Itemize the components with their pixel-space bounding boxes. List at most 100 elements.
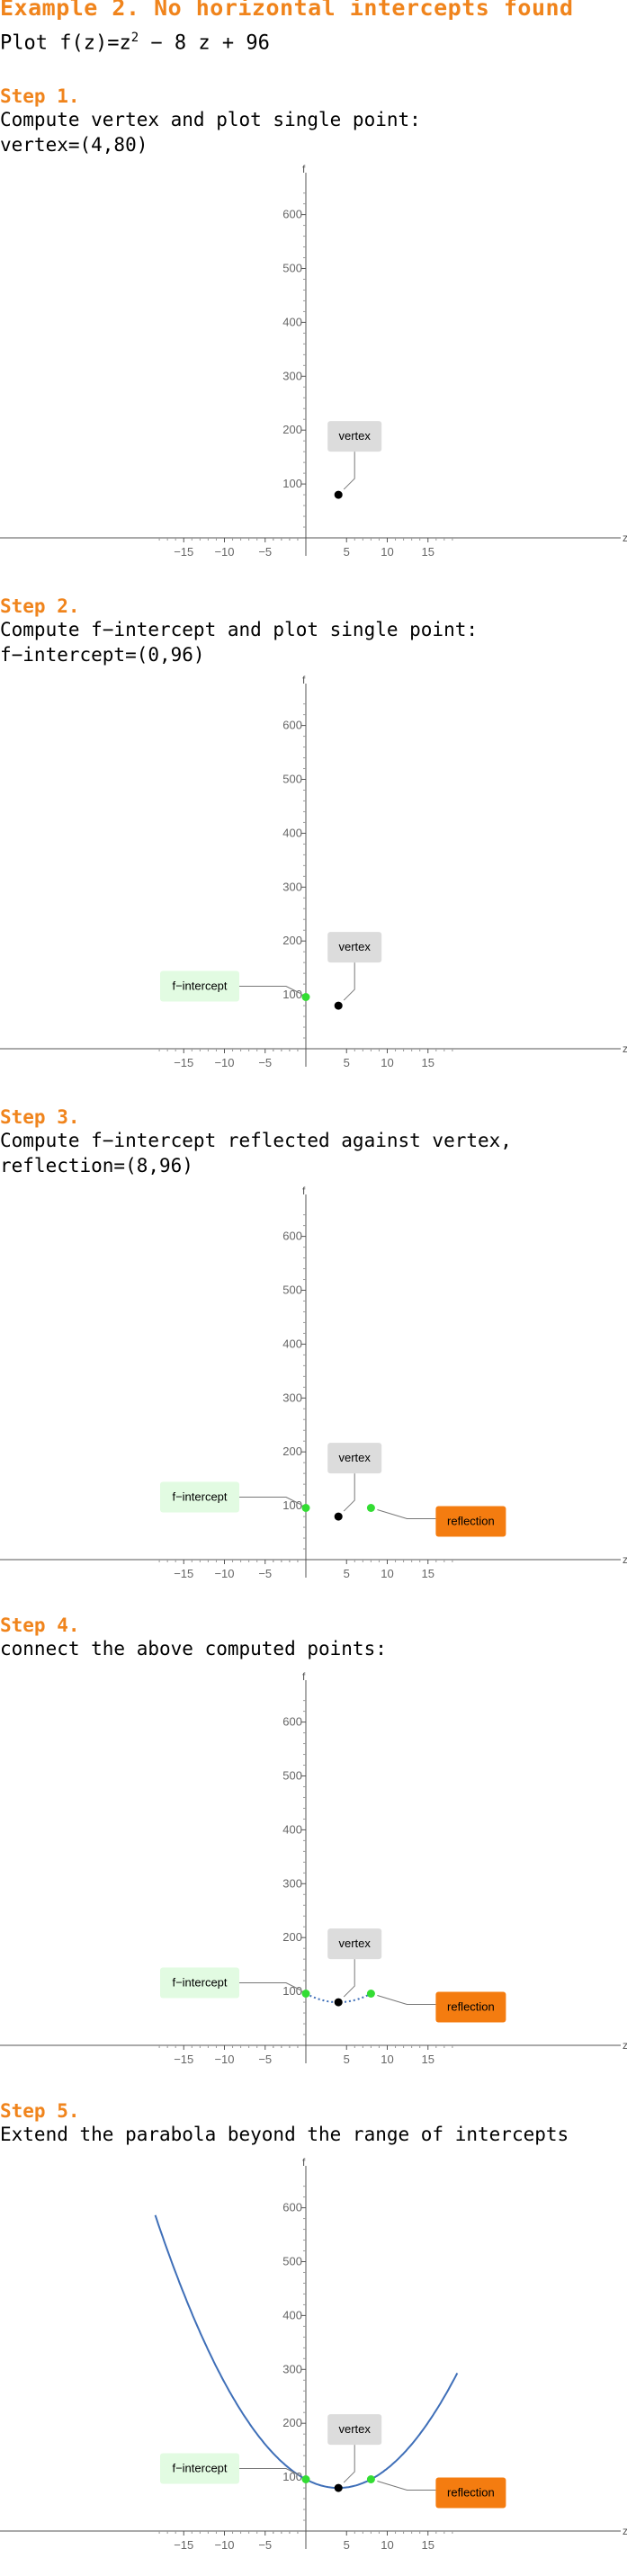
vertex-label: vertex — [338, 1451, 371, 1464]
step-1-heading: Step 1. — [0, 85, 80, 107]
reflection-callout-line — [377, 1995, 436, 2005]
y-tick-label: 600 — [282, 208, 302, 221]
y-tick-label: 500 — [282, 773, 302, 786]
x-tick-label: 10 — [381, 1567, 393, 1580]
y-tick-label: 400 — [282, 826, 302, 839]
step-1-line-1: Compute vertex and plot single point: — [0, 109, 421, 130]
y-tick-label: 100 — [282, 477, 302, 490]
y-tick-label: 300 — [282, 2362, 302, 2375]
vertex-callout-line — [343, 1959, 355, 1998]
x-tick-label: −5 — [258, 545, 272, 559]
reflection-point — [366, 1989, 375, 1998]
subtitle-arg: (z) — [71, 31, 108, 55]
vertex-callout-line — [343, 452, 355, 490]
x-axis-label: z — [623, 532, 627, 544]
y-axis-label: f — [302, 1670, 306, 1683]
y-tick-label: 600 — [282, 2201, 302, 2214]
intercept-point — [301, 992, 310, 1001]
y-tick-label: 600 — [282, 1230, 302, 1243]
vertex-callout-line — [343, 2445, 355, 2483]
x-axis-label: z — [623, 2039, 627, 2052]
y-tick-label: 100 — [282, 1984, 302, 1998]
vertex-point — [334, 1998, 343, 2007]
subtitle-rest: − 8 z + 96 — [139, 31, 270, 55]
x-tick-label: 15 — [422, 1567, 434, 1580]
x-tick-label: −15 — [174, 1567, 193, 1580]
x-tick-label: 10 — [381, 545, 393, 559]
intercept-callout-line — [239, 1496, 301, 1505]
step-2-line-1: Compute f−intercept and plot single poin… — [0, 619, 479, 640]
step-2-line-2: f−intercept=(0,96) — [0, 644, 205, 666]
page-title: Example 2. No horizontal intercepts foun… — [0, 0, 574, 21]
x-tick-label: 5 — [344, 2053, 350, 2066]
x-tick-label: 5 — [344, 2538, 350, 2552]
vertex-label: vertex — [338, 1936, 371, 1950]
vertex-point — [334, 1512, 343, 1521]
intercept-point — [301, 2474, 310, 2483]
y-axis-label: f — [302, 1185, 306, 1197]
step-5-plot: zf−15 −10 −5 5 10 15100200300400500600f−inter… — [0, 2156, 627, 2552]
reflection-point — [366, 2474, 375, 2483]
intercept-callout-line — [239, 2467, 301, 2476]
reflection-label: reflection — [447, 2485, 495, 2499]
y-tick-label: 300 — [282, 880, 302, 893]
x-tick-label: 15 — [422, 1056, 434, 1069]
subtitle-equals: =z — [107, 31, 131, 55]
x-tick-label: 5 — [344, 545, 350, 559]
step-3-plot: z f −15 −10 −5 5 10 15 100 200 300 400 500 600 f−inter… — [0, 1185, 627, 1580]
x-tick-label: 10 — [381, 2538, 393, 2552]
vertex-label-box — [327, 1443, 382, 1474]
vertex-label-box — [327, 421, 382, 452]
reflection-label: reflection — [447, 1514, 495, 1527]
vertex-label-box — [327, 1928, 382, 1960]
y-axis-label: f — [302, 163, 306, 175]
step-4-plot: z f −15 −10 −5 5 10 15 100 200 300 400 500 600 f−inter… — [0, 1670, 627, 2066]
step-3-line-1: Compute f−intercept reflected against ve… — [0, 1130, 512, 1151]
y-tick-label: 400 — [282, 1337, 302, 1350]
vertex-label: vertex — [338, 2422, 371, 2436]
vertex-label-box — [327, 2414, 382, 2446]
y-tick-label: 400 — [282, 2308, 302, 2321]
step-2-heading: Step 2. — [0, 595, 80, 617]
x-tick-label: 15 — [422, 2053, 434, 2066]
x-tick-label: −5 — [258, 1056, 272, 1069]
step-2-plot: z f −15 −10 −5 5 10 15 100 200 300 400 500 600 f−inter… — [0, 674, 627, 1069]
y-tick-label: 200 — [282, 423, 302, 436]
y-tick-label: 300 — [282, 1876, 302, 1890]
vertex-point — [334, 490, 343, 499]
intercept-callout-line — [239, 985, 301, 994]
reflection-callout-line — [377, 2481, 436, 2491]
step-4-line-1: connect the above computed points: — [0, 1638, 387, 1659]
y-tick-label: 500 — [282, 1284, 302, 1297]
reflection-callout-line — [377, 1509, 436, 1519]
vertex-point — [334, 2483, 343, 2492]
step-5-line-1: Extend the parabola beyond the range of … — [0, 2124, 569, 2145]
step-3-heading: Step 3. — [0, 1106, 80, 1128]
reflection-label-box — [435, 2477, 506, 2509]
intercept-point — [301, 1503, 310, 1512]
x-tick-label: 5 — [344, 1567, 350, 1580]
x-tick-label: −15 — [174, 545, 193, 559]
x-tick-label: 5 — [344, 1056, 350, 1069]
vertex-callout-line — [343, 1473, 355, 1512]
vertex-label-box — [327, 932, 382, 963]
vertex-label: vertex — [338, 429, 371, 443]
y-tick-label: 300 — [282, 369, 302, 382]
step-1-line-2: vertex=(4,80) — [0, 134, 148, 156]
function-definition: Plot f(z)=z2 − 8 z + 96 — [0, 31, 270, 54]
x-tick-label: 10 — [381, 2053, 393, 2066]
x-tick-label: −5 — [258, 2538, 272, 2552]
x-tick-label: −15 — [174, 1056, 193, 1069]
y-tick-label: 100 — [282, 1498, 302, 1512]
y-tick-label: 500 — [282, 262, 302, 275]
intercept-label-box — [160, 970, 239, 1002]
x-tick-label: −15 — [174, 2053, 193, 2066]
intercept-label-box — [160, 1967, 239, 1999]
reflection-label-box — [435, 1991, 506, 2023]
intercept-label-box — [160, 2453, 239, 2484]
x-tick-label: −10 — [214, 1567, 234, 1580]
x-tick-label: 15 — [422, 545, 434, 559]
intercept-label: f−intercept — [172, 1975, 227, 1989]
y-tick-label: 600 — [282, 1715, 302, 1729]
y-axis-label: f — [302, 2156, 306, 2169]
